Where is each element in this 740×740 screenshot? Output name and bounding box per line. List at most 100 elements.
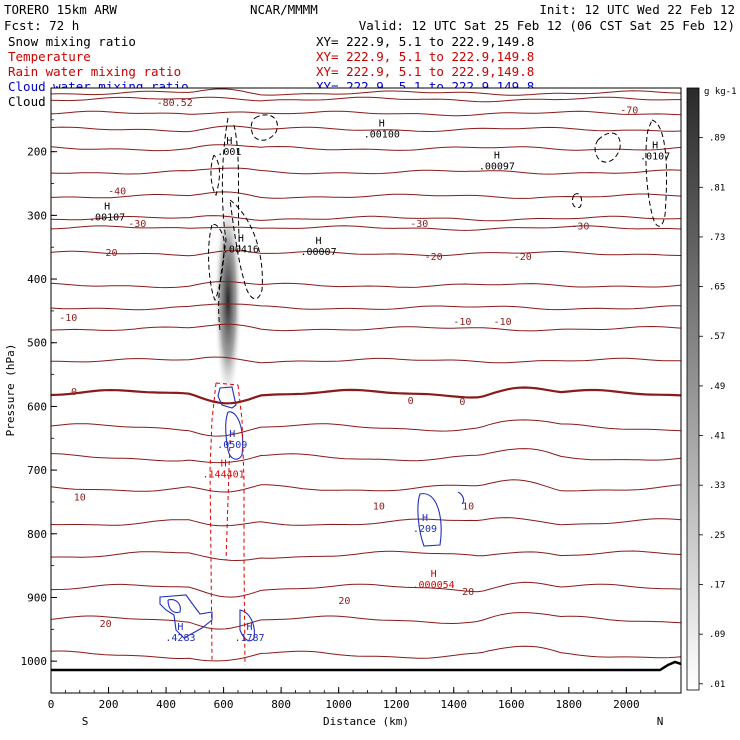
colorbar-tick-label: .65 (709, 283, 725, 293)
isotherm-line (51, 144, 681, 152)
x-tick-label: 1400 (440, 698, 467, 711)
contour-label: -40 (108, 186, 126, 197)
isotherm-line (51, 645, 681, 662)
legend-range: XY= 222.9, 5.1 to 222.9,149.8 (316, 49, 534, 64)
colorbar-tick-label: .33 (709, 481, 725, 491)
extremum-marker: H (238, 233, 244, 244)
contour-label: -80.52 (157, 98, 193, 109)
contour-label: 20 (462, 587, 474, 598)
cloud-water-contour (217, 386, 237, 409)
south-label: S (82, 715, 89, 728)
rain-contour (215, 382, 239, 386)
isotherm-line (51, 96, 681, 103)
forecast-hour: Fcst: 72 h (4, 18, 79, 33)
contour-label: 10 (373, 502, 385, 513)
colorbar-tick-label: .01 (709, 680, 725, 690)
x-tick-label: 400 (156, 698, 176, 711)
colorbar (686, 87, 700, 691)
legend-label: Rain water mixing ratio (8, 64, 181, 79)
y-tick-label: 300 (27, 209, 47, 222)
cloud-water-contour (159, 594, 213, 639)
x-tick-label: 0 (48, 698, 55, 711)
colorbar-tick-label: .25 (709, 531, 725, 541)
cloud-ice-contour (210, 154, 220, 197)
extremum-marker: H (221, 459, 227, 470)
snow-shading (214, 195, 242, 405)
isotherm-line (51, 612, 681, 630)
isotherm-line (51, 110, 681, 117)
extremum-value: .00107 (89, 212, 125, 223)
extremum-value: .4283 (165, 633, 195, 644)
extremum-marker: H (177, 622, 183, 633)
colorbar-tick-label: .57 (709, 332, 725, 342)
extremum-marker: H (652, 140, 658, 151)
isotherm-line (51, 581, 681, 598)
y-tick-label: 500 (27, 337, 47, 350)
temperature-isotherms (51, 88, 681, 662)
isotherm-line (51, 419, 681, 437)
isotherm-line (51, 356, 681, 364)
y-tick-label: 900 (27, 591, 47, 604)
contour-label: -30 (128, 219, 146, 230)
init-time: Init: 12 UTC Wed 22 Feb 12 (539, 2, 735, 17)
contour-label: -10 (59, 313, 77, 324)
isotherm-line (51, 448, 681, 464)
isotherm-line (51, 303, 681, 311)
cloud-water-contour (417, 493, 442, 547)
extremum-value: .144401 (203, 470, 245, 481)
org-title: NCAR/MMMM (250, 2, 318, 17)
contour-label: -20 (425, 252, 443, 263)
colorbar-tick-label: .73 (709, 233, 725, 243)
extremum-marker: H (226, 136, 232, 147)
x-axis-title: Distance (km) (323, 715, 409, 728)
colorbar-units: g kg-1 (704, 87, 737, 97)
isotherm-line (51, 215, 681, 222)
extremum-value: .001 (217, 147, 241, 158)
y-tick-label: 1000 (21, 655, 48, 668)
isotherm-line (51, 191, 681, 199)
cloud-ice-contour (645, 119, 668, 227)
contour-label: 0 (459, 397, 465, 408)
contour-label: -20 (514, 252, 532, 263)
extremum-marker: H (229, 429, 235, 440)
extremum-marker: H (316, 236, 322, 247)
colorbar-tick-label: .81 (709, 183, 725, 193)
contour-label: -20 (100, 248, 118, 259)
cloud-ice-contour (250, 114, 278, 141)
extremum-marker: H (494, 151, 500, 162)
isotherm-line (51, 250, 681, 257)
contour-label: -70 (620, 105, 638, 116)
isotherm-line (51, 281, 681, 289)
axes: 0 200 400 600 800 1000 1200 1400 1600 1800 2000200… (21, 119, 656, 711)
contour-label: -10 (453, 317, 471, 328)
colorbar-tick-label: .49 (709, 382, 725, 392)
contour-label: 0 (71, 387, 77, 398)
y-tick-label: 400 (27, 273, 47, 286)
isotherm-line (51, 88, 681, 96)
plot-frame (50, 87, 682, 694)
cloud-ice-contour (571, 193, 583, 209)
cloud-water-contour (457, 491, 465, 505)
y-tick-label: 800 (27, 528, 47, 541)
extremum-marker: H (422, 513, 428, 524)
cloud-ice-contours (208, 114, 668, 331)
legend-range: XY= 222.9, 5.1 to 222.9,149.8 (316, 34, 534, 49)
cloud-ice-contour (229, 199, 263, 300)
extremum-value: .0107 (640, 151, 670, 162)
contour-labels: -80.52 -70 -40 -30 -30 -30 -20 -20 -20 -10 -10 -10 0… (59, 98, 638, 630)
x-tick-label: 2000 (613, 698, 640, 711)
extremum-value: .00007 (300, 247, 336, 258)
y-tick-label: 600 (27, 400, 47, 413)
cloud-water-contour (239, 609, 255, 642)
colorbar-tick-label: .89 (709, 134, 725, 144)
contour-label: -30 (571, 221, 589, 232)
contour-label: 20 (100, 619, 112, 630)
cloud-ice-contour (218, 117, 241, 331)
rain-contour (209, 382, 217, 661)
rain-contour (225, 439, 231, 561)
extremum-value: .00416 (223, 244, 259, 255)
cloud-ice-contour (594, 132, 621, 163)
isotherm-line (51, 386, 681, 405)
x-tick-label: 1800 (556, 698, 583, 711)
